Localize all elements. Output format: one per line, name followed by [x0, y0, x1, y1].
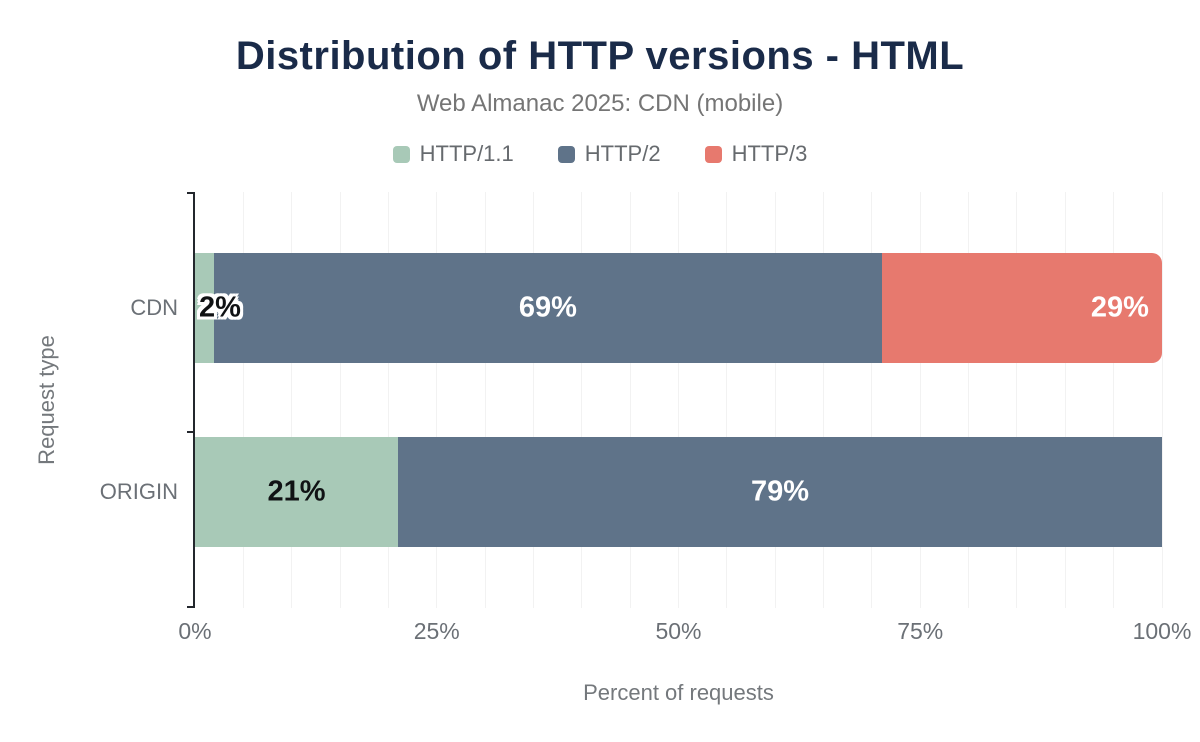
x-tick-label-100: 100%	[1132, 618, 1192, 644]
legend: HTTP/1.1 HTTP/2 HTTP/3	[0, 141, 1200, 167]
gridline	[726, 192, 728, 608]
bar-segment-value-label: 69%	[518, 291, 577, 324]
bar-segment-cdn-http-3[interactable]: 29%	[881, 253, 1162, 363]
legend-label: HTTP/1.1	[419, 141, 514, 166]
bar-row-cdn: 2% 69% 29%	[195, 253, 1162, 363]
chart-title: Distribution of HTTP versions - HTML	[235, 34, 965, 78]
x-tick-label-50: 50%	[655, 618, 702, 644]
legend-label: HTTP/2	[584, 141, 661, 166]
y-axis-line	[193, 192, 195, 608]
gridline	[242, 192, 244, 608]
bar-row-origin: 21% 79%	[195, 437, 1162, 547]
gridline	[871, 192, 873, 608]
bar-segment-value-label: 79%	[750, 475, 810, 508]
category-label-origin: ORIGIN	[99, 479, 178, 504]
gridline	[823, 192, 825, 608]
gridline	[581, 192, 583, 608]
y-axis-tick	[187, 192, 195, 194]
x-axis-title: Percent of requests	[583, 680, 774, 705]
bar-segment-value-label: 2%	[199, 291, 241, 324]
category-label-cdn: CDN	[130, 295, 178, 320]
bar-segment-origin-http-1.1[interactable]: 21%	[195, 437, 399, 547]
legend-label: HTTP/3	[731, 141, 808, 166]
plot-area: 2% 69% 29% 21% 79%	[187, 192, 1163, 608]
gridline	[1064, 192, 1066, 608]
gridline	[339, 192, 341, 608]
gridline	[1161, 192, 1163, 608]
gridline	[1016, 192, 1018, 608]
x-tick-label-0: 0%	[178, 618, 212, 644]
bar-segment-value-label: 21%	[267, 475, 326, 508]
gridline	[532, 192, 534, 608]
bar-segment-cdn-http-2[interactable]: 69%	[214, 253, 882, 363]
x-tick-label-75: 75%	[897, 618, 944, 644]
bar-segment-value-label: 29%	[1090, 291, 1149, 324]
legend-item-http-3[interactable]: HTTP/3	[704, 141, 808, 167]
bar-segment-cdn-http-1.1[interactable]: 2%	[195, 253, 241, 363]
gridline	[968, 192, 970, 608]
gridline	[919, 192, 921, 608]
gridline	[774, 192, 776, 608]
gridline	[291, 192, 293, 608]
legend-item-http-1.1[interactable]: HTTP/1.1	[392, 141, 514, 167]
gridline	[436, 192, 438, 608]
gridline	[629, 192, 631, 608]
legend-swatch-icon	[704, 145, 722, 163]
y-axis-tick	[187, 606, 195, 608]
gridline	[678, 192, 679, 608]
x-tick-label-25: 25%	[413, 618, 460, 644]
gridline	[387, 192, 389, 608]
gridline	[1113, 192, 1115, 608]
y-axis-tick	[187, 431, 195, 433]
bar-segment-origin-http-2[interactable]: 79%	[398, 437, 1162, 547]
legend-item-http-2[interactable]: HTTP/2	[557, 141, 661, 167]
gridline	[484, 192, 486, 608]
y-axis-title: Request type	[34, 335, 59, 465]
legend-swatch-icon	[557, 145, 575, 163]
legend-swatch-icon	[392, 145, 410, 163]
chart-subtitle: Web Almanac 2025: CDN (mobile)	[416, 90, 784, 117]
